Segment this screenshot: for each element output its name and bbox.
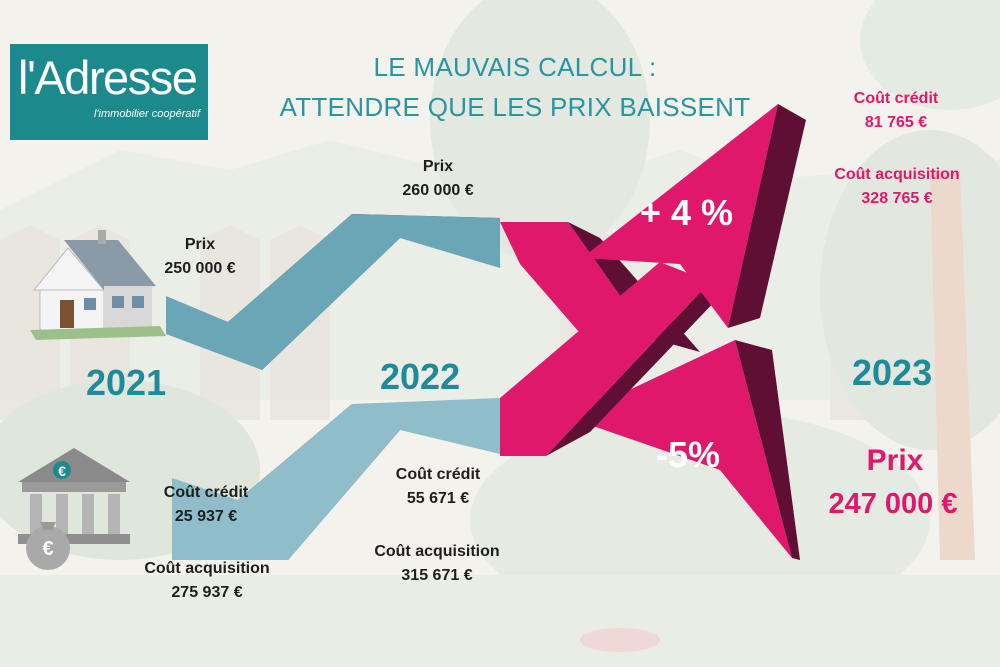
acq-2021-value: 275 937 € [171, 584, 243, 601]
price-2023-value: 247 000 € [828, 488, 958, 520]
credit-2023-label: Coût crédit [853, 90, 939, 107]
acq-2022-value: 315 671 € [401, 567, 473, 584]
price-2023-label: Prix [866, 444, 924, 477]
price-2022-label: Prix [422, 158, 454, 175]
acq-2023-label: Coût acquisition [834, 166, 960, 183]
house-icon [30, 230, 166, 340]
credit-2023-value: 81 765 € [864, 114, 928, 131]
year-2021: 2021 [86, 362, 167, 403]
money-bag-euro-icon: € [26, 522, 70, 570]
logo-brand-text: l'Adresse [18, 51, 198, 104]
credit-2022-label: Coût crédit [395, 466, 481, 483]
acq-2023-value: 328 765 € [861, 190, 933, 207]
credit-2021-label: Coût crédit [163, 484, 249, 501]
price-2021-value: 250 000 € [164, 260, 236, 277]
year-2022: 2022 [380, 356, 461, 397]
credit-2022-value: 55 671 € [406, 490, 470, 507]
svg-text:€: € [58, 463, 66, 479]
price-2021-label: Prix [184, 236, 216, 253]
up-arrow-head-edge [728, 104, 806, 328]
title-line-1: LE MAUVAIS CALCUL : [373, 52, 657, 82]
svg-text:€: € [42, 538, 53, 560]
year-2023: 2023 [852, 352, 933, 393]
acq-2021-label: Coût acquisition [144, 560, 270, 577]
up-arrow-head [582, 104, 778, 328]
logo-tagline: l'immobilier coopératif [94, 108, 201, 120]
decrease-percent: -5% [656, 434, 721, 475]
brand-logo: l'Adresse l'immobilier coopératif [10, 44, 208, 140]
up-arrow-edge [546, 282, 720, 456]
increase-percent: + 4 % [640, 192, 734, 233]
bank-euro-icon: € [18, 448, 130, 544]
down-arrow-head-edge [735, 340, 800, 560]
up-arrow-body [500, 262, 710, 456]
upper-arrow-face [166, 214, 500, 370]
credit-2021-value: 25 937 € [174, 508, 238, 525]
price-2022-value: 260 000 € [402, 182, 474, 199]
title-line-2: ATTENDRE QUE LES PRIX BAISSENT [279, 92, 751, 122]
lower-arrow-face [172, 398, 500, 560]
acq-2022-label: Coût acquisition [374, 543, 500, 560]
